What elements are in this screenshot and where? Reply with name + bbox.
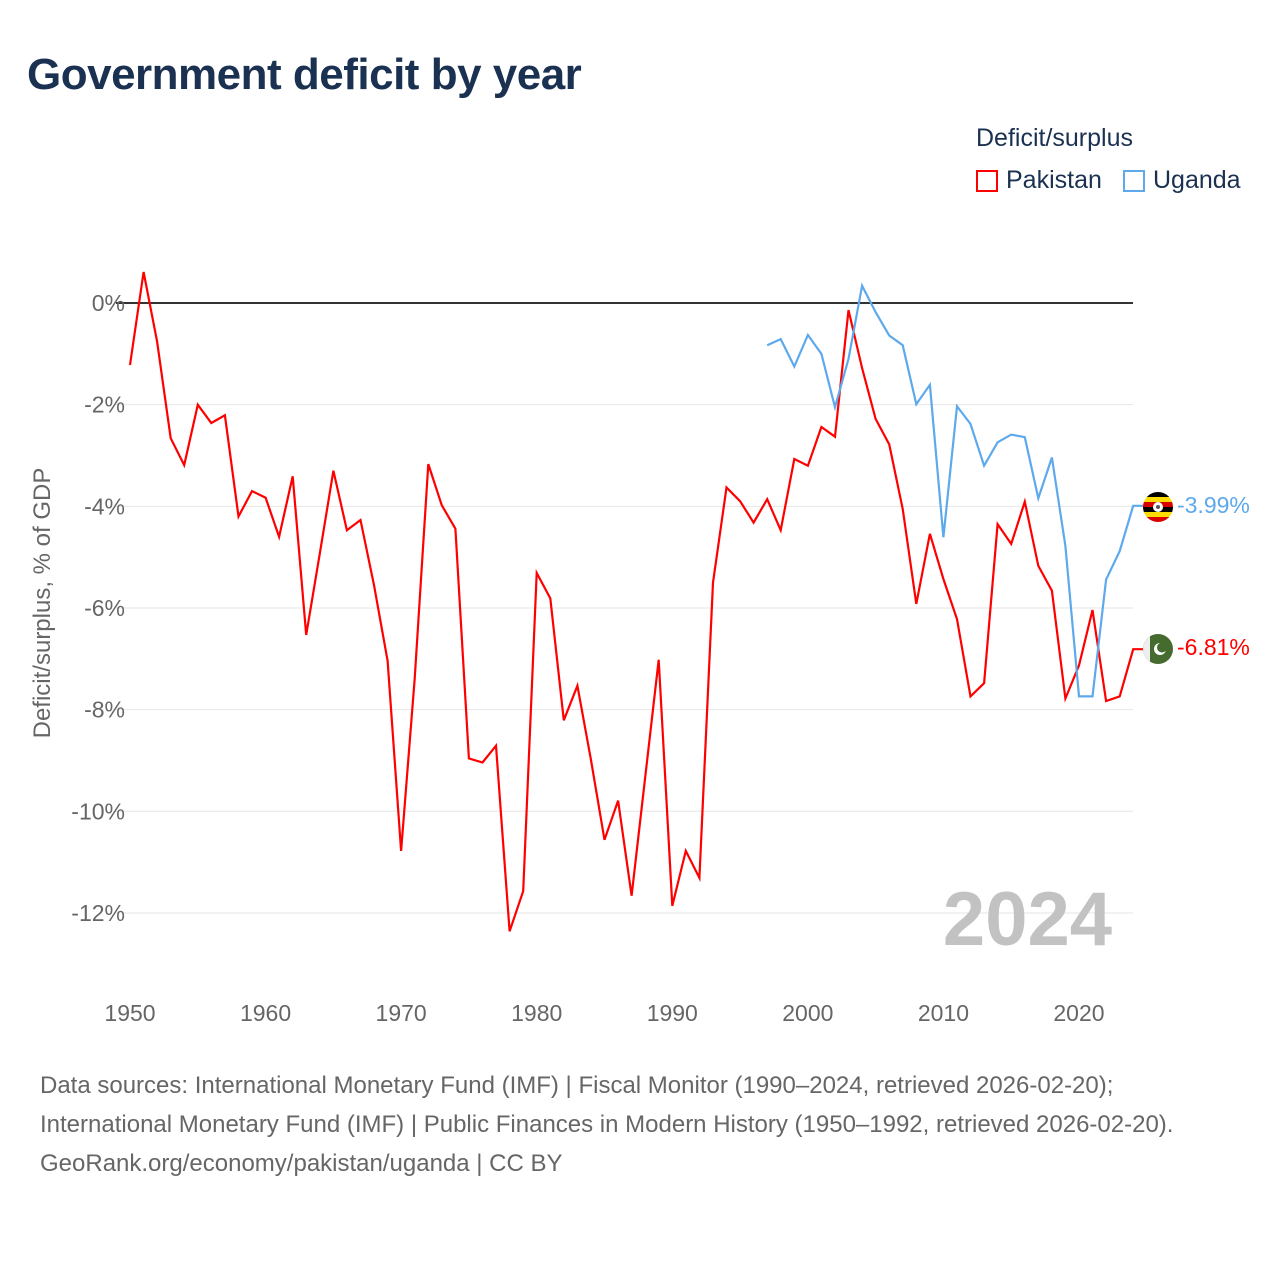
data-sources: Data sources: International Monetary Fun…: [40, 1072, 1174, 1138]
x-tick-label: 1980: [511, 1000, 562, 1026]
y-tick-label: -10%: [71, 798, 125, 824]
x-tick-label: 1970: [376, 1000, 427, 1026]
x-tick-label: 2000: [782, 1000, 833, 1026]
x-tick-label: 2020: [1053, 1000, 1104, 1026]
y-tick-label: 0%: [92, 290, 125, 316]
legend-item-pakistan[interactable]: Pakistan: [976, 166, 1102, 195]
y-tick-label: -4%: [84, 493, 125, 519]
y-tick-label: -6%: [84, 595, 125, 621]
series-line-uganda: [766, 282, 1145, 698]
x-tick-label: 1990: [647, 1000, 698, 1026]
flag-uganda-icon: [1143, 492, 1173, 522]
x-tick-label: 1960: [240, 1000, 291, 1026]
flag-pakistan-icon: [1143, 634, 1173, 664]
footer: Data sources: International Monetary Fun…: [40, 1066, 1250, 1183]
y-axis-label: Deficit/surplus, % of GDP: [29, 468, 56, 739]
legend-label: Uganda: [1153, 166, 1241, 194]
series-line-pakistan: [128, 271, 1145, 932]
legend-label: Pakistan: [1006, 166, 1102, 194]
x-tick-label: 2010: [918, 1000, 969, 1026]
end-label-pakistan: -6.81%: [1177, 634, 1250, 660]
x-tick-label: 1950: [104, 1000, 155, 1026]
legend-item-uganda[interactable]: Uganda: [1123, 166, 1241, 195]
legend-title: Deficit/surplus: [976, 124, 1133, 152]
y-tick-label: -8%: [84, 697, 125, 723]
legend-swatch-uganda: [1123, 169, 1145, 192]
year-watermark: 2024: [943, 877, 1112, 962]
legend-swatch-pakistan: [976, 169, 998, 192]
credit-link[interactable]: GeoRank.org/economy/pakistan/uganda | CC…: [40, 1150, 563, 1177]
end-label-uganda: -3.99%: [1177, 492, 1250, 518]
chart-title: Government deficit by year: [27, 50, 582, 99]
y-tick-label: -2%: [84, 392, 125, 418]
y-tick-label: -12%: [71, 900, 125, 926]
